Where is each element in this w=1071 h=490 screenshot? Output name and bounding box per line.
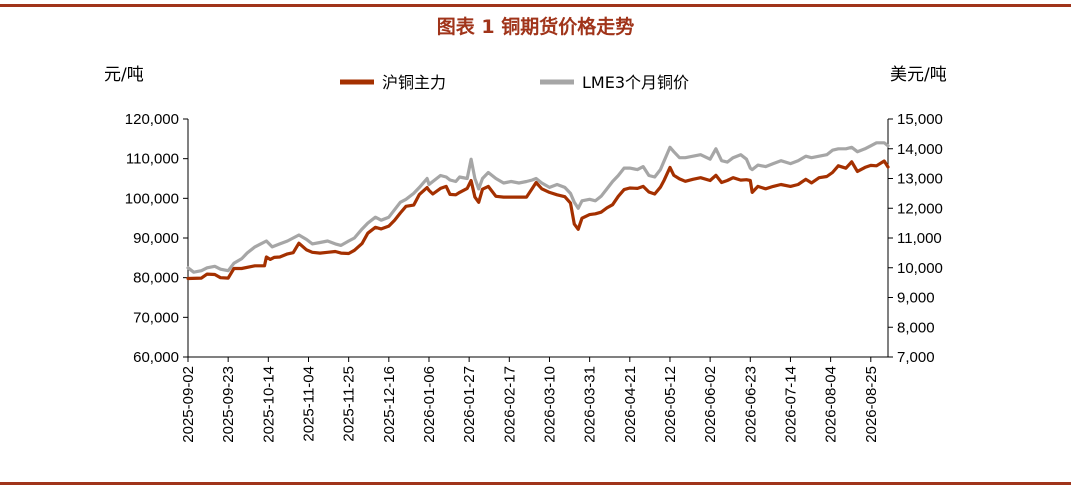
x-tick-label: 2026-01-06 bbox=[421, 366, 438, 443]
legend: 沪铜主力 LME3个月铜价 bbox=[340, 73, 689, 92]
bottom-rule bbox=[0, 482, 1071, 485]
x-tick-label: 2026-03-10 bbox=[541, 366, 558, 443]
left-tick-label: 90,000 bbox=[133, 230, 179, 247]
left-tick-label: 70,000 bbox=[133, 309, 179, 326]
x-tick-label: 2026-02-17 bbox=[501, 366, 518, 443]
right-tick-label: 11,000 bbox=[897, 230, 942, 247]
left-axis-ticks: 60,000 70,000 80,000 90,000 100,000 110,000 12… bbox=[125, 111, 188, 366]
x-tick-label: 2025-12-16 bbox=[381, 366, 398, 443]
left-tick-label: 110,000 bbox=[126, 151, 179, 168]
right-axis-unit: 美元/吨 bbox=[890, 65, 947, 85]
series-layer bbox=[186, 141, 890, 281]
x-tick-label: 2025-09-02 bbox=[180, 366, 197, 443]
left-tick-label: 100,000 bbox=[125, 190, 179, 207]
x-tick-label: 2026-06-23 bbox=[742, 366, 759, 443]
x-tick-label: 2026-03-31 bbox=[582, 366, 599, 443]
x-tick-label: 2026-06-02 bbox=[702, 366, 719, 443]
right-tick-label: 15,000 bbox=[897, 111, 943, 128]
right-tick-label: 12,000 bbox=[897, 200, 943, 217]
left-tick-label: 120,000 bbox=[125, 111, 179, 128]
left-tick-label: 60,000 bbox=[133, 349, 179, 366]
x-tick-label: 2026-05-12 bbox=[662, 366, 679, 443]
left-axis-unit: 元/吨 bbox=[104, 65, 144, 85]
x-tick-label: 2025-11-25 bbox=[341, 366, 358, 442]
right-tick-label: 13,000 bbox=[897, 171, 943, 188]
right-tick-label: 7,000 bbox=[897, 349, 935, 366]
x-axis-ticks: 2025-09-02 2025-09-23 2025-10-14 2025-11-04… bbox=[180, 357, 880, 443]
top-rule bbox=[0, 4, 1071, 7]
x-tick-label: 2026-08-25 bbox=[863, 366, 880, 443]
right-tick-label: 10,000 bbox=[897, 260, 943, 277]
right-tick-label: 9,000 bbox=[897, 290, 935, 307]
legend-label-lme: LME3个月铜价 bbox=[582, 73, 689, 92]
left-tick-label: 80,000 bbox=[133, 270, 179, 287]
series-line-lme bbox=[186, 141, 890, 274]
x-tick-label: 2025-11-04 bbox=[300, 366, 317, 442]
x-tick-label: 2026-08-04 bbox=[823, 366, 840, 443]
x-tick-label: 2026-04-21 bbox=[622, 366, 639, 443]
legend-label-shfe: 沪铜主力 bbox=[382, 73, 446, 92]
x-tick-label: 2026-07-14 bbox=[782, 366, 799, 443]
series-line-shfe bbox=[186, 159, 890, 281]
x-tick-label: 2026-01-27 bbox=[461, 366, 478, 443]
right-axis-ticks: 7,000 8,000 9,000 10,000 11,000 12,000 13,000 1… bbox=[888, 111, 943, 366]
right-tick-label: 8,000 bbox=[897, 319, 935, 336]
x-tick-label: 2025-09-23 bbox=[220, 366, 237, 443]
chart-title: 图表 1 铜期货价格走势 bbox=[436, 16, 635, 38]
right-tick-label: 14,000 bbox=[897, 141, 943, 158]
x-tick-label: 2025-10-14 bbox=[260, 366, 277, 443]
